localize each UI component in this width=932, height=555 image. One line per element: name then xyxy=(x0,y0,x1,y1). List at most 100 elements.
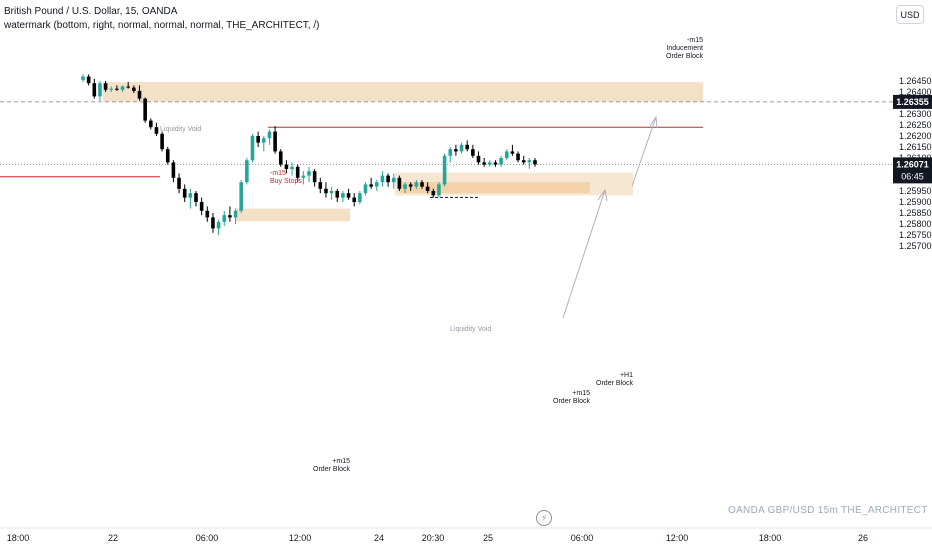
lightning-bolt-icon[interactable]: ⚡ xyxy=(536,510,552,526)
candle[interactable] xyxy=(132,85,136,94)
candle[interactable] xyxy=(369,177,373,189)
candle[interactable] xyxy=(454,144,458,156)
candle[interactable] xyxy=(81,74,85,83)
candle[interactable] xyxy=(499,155,503,167)
candle[interactable] xyxy=(205,206,210,222)
candle[interactable] xyxy=(290,162,294,176)
candle[interactable] xyxy=(448,147,453,163)
candle[interactable] xyxy=(115,85,119,91)
candle[interactable] xyxy=(431,188,436,198)
candle[interactable] xyxy=(284,160,289,174)
projection-arrow-1[interactable] xyxy=(562,189,606,319)
candle[interactable] xyxy=(154,122,159,136)
candle[interactable] xyxy=(380,171,385,187)
candle[interactable] xyxy=(391,173,396,189)
candle[interactable] xyxy=(273,126,277,154)
candle-body xyxy=(437,184,441,196)
candle[interactable] xyxy=(516,151,520,163)
candle-body xyxy=(160,133,164,150)
candle[interactable] xyxy=(346,188,351,200)
y-tick-label: 1.26200 xyxy=(899,131,932,141)
candle-body xyxy=(391,177,396,183)
candle[interactable] xyxy=(471,144,475,158)
candle[interactable] xyxy=(182,184,187,202)
candle[interactable] xyxy=(521,155,526,165)
m15-low-order-block-zone[interactable] xyxy=(235,208,350,222)
candle[interactable] xyxy=(425,182,430,194)
candle[interactable] xyxy=(352,193,356,207)
candle[interactable] xyxy=(363,182,368,196)
candle[interactable] xyxy=(482,158,486,167)
candle[interactable] xyxy=(233,208,238,224)
candle[interactable] xyxy=(510,144,515,156)
candle[interactable] xyxy=(171,160,176,183)
candle[interactable] xyxy=(245,158,249,185)
candle[interactable] xyxy=(92,78,97,99)
candle[interactable] xyxy=(86,74,91,86)
candle[interactable] xyxy=(216,219,221,235)
candle[interactable] xyxy=(397,175,402,191)
candle[interactable] xyxy=(476,151,481,165)
candle-body xyxy=(363,184,368,194)
candle[interactable] xyxy=(120,85,125,92)
candle[interactable] xyxy=(109,86,114,93)
projection-arrow-2[interactable] xyxy=(631,116,657,187)
candle[interactable] xyxy=(318,177,323,194)
candle[interactable] xyxy=(267,129,272,145)
candle[interactable] xyxy=(408,182,413,191)
candle[interactable] xyxy=(137,85,142,101)
candle[interactable] xyxy=(403,182,407,194)
candle[interactable] xyxy=(222,210,227,227)
candle[interactable] xyxy=(228,206,232,222)
candle[interactable] xyxy=(465,140,469,152)
candle[interactable] xyxy=(493,160,498,167)
candle[interactable] xyxy=(312,169,317,187)
candle-body xyxy=(137,90,142,99)
candle[interactable] xyxy=(329,186,334,200)
candle[interactable] xyxy=(335,188,340,202)
candle[interactable] xyxy=(250,133,255,163)
candle[interactable] xyxy=(126,82,130,89)
candle-body xyxy=(171,162,176,178)
candle[interactable] xyxy=(143,97,147,123)
candle[interactable] xyxy=(295,164,300,183)
chart-title: British Pound / U.S. Dollar, 15, OANDA xyxy=(4,6,178,17)
candle[interactable] xyxy=(437,182,441,198)
candle[interactable] xyxy=(386,173,390,187)
candle[interactable] xyxy=(149,118,153,130)
candle[interactable] xyxy=(177,173,181,194)
candle[interactable] xyxy=(488,160,492,167)
candle[interactable] xyxy=(256,131,260,147)
candle[interactable] xyxy=(165,147,170,165)
candle[interactable] xyxy=(358,191,362,205)
candle[interactable] xyxy=(533,158,537,167)
candle[interactable] xyxy=(527,158,532,169)
m15-mid-order-block-zone[interactable] xyxy=(400,182,590,194)
currency-button[interactable]: USD xyxy=(896,5,924,24)
candle[interactable] xyxy=(459,142,464,154)
candle[interactable] xyxy=(262,136,266,152)
candle[interactable] xyxy=(375,180,379,191)
candle[interactable] xyxy=(341,191,345,202)
candle[interactable] xyxy=(211,213,215,233)
candle[interactable] xyxy=(414,180,419,189)
candle[interactable] xyxy=(160,131,164,152)
candle[interactable] xyxy=(103,81,108,92)
candle[interactable] xyxy=(199,197,204,216)
inducement-order-block-zone[interactable] xyxy=(103,82,703,102)
indicator-legend[interactable]: watermark (bottom, right, normal, normal… xyxy=(4,20,320,31)
candle[interactable] xyxy=(504,149,509,161)
candle[interactable] xyxy=(307,166,311,183)
candle[interactable] xyxy=(442,153,447,187)
candle[interactable] xyxy=(301,171,306,185)
candle[interactable] xyxy=(239,180,243,213)
candle[interactable] xyxy=(278,149,283,167)
candle[interactable] xyxy=(188,188,193,209)
candle-body xyxy=(493,162,498,165)
candle[interactable] xyxy=(194,191,198,207)
candle[interactable] xyxy=(98,81,102,101)
candle[interactable] xyxy=(420,180,424,189)
candle[interactable] xyxy=(324,182,328,198)
